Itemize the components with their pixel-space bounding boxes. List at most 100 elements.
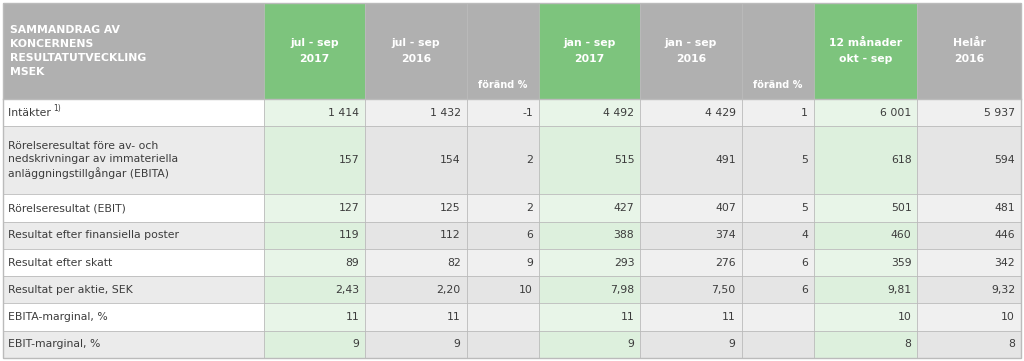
Bar	[741, 331, 814, 358]
Text: 342: 342	[994, 258, 1015, 268]
Text: 125: 125	[440, 203, 461, 213]
Text: 9: 9	[729, 339, 735, 349]
Bar	[918, 195, 1021, 222]
Text: 10: 10	[1001, 312, 1015, 322]
Bar	[814, 195, 918, 222]
Bar	[264, 3, 366, 99]
Bar	[918, 331, 1021, 358]
Text: 8: 8	[1008, 339, 1015, 349]
Bar	[366, 99, 467, 126]
Text: Rörelseresultat (EBIT): Rörelseresultat (EBIT)	[8, 203, 126, 213]
Bar	[640, 304, 741, 331]
Text: 10: 10	[519, 285, 532, 295]
Bar	[539, 195, 640, 222]
Bar	[467, 126, 539, 195]
Text: 7,98: 7,98	[610, 285, 634, 295]
Text: 6: 6	[526, 230, 532, 240]
Text: 82: 82	[446, 258, 461, 268]
Bar	[741, 195, 814, 222]
Bar	[918, 3, 1021, 99]
Bar	[264, 276, 366, 304]
Text: 1): 1)	[53, 104, 60, 113]
Text: 2: 2	[526, 203, 532, 213]
Text: 618: 618	[891, 155, 911, 165]
Bar	[539, 276, 640, 304]
Bar	[814, 304, 918, 331]
Bar	[918, 126, 1021, 195]
Text: 446: 446	[994, 230, 1015, 240]
Text: 11: 11	[722, 312, 735, 322]
Text: 359: 359	[891, 258, 911, 268]
Bar	[467, 331, 539, 358]
Text: 427: 427	[613, 203, 634, 213]
Text: EBITA-marginal, %: EBITA-marginal, %	[8, 312, 108, 322]
Text: 112: 112	[440, 230, 461, 240]
Bar	[3, 99, 264, 126]
Bar	[264, 304, 366, 331]
Text: 127: 127	[339, 203, 359, 213]
Bar	[814, 99, 918, 126]
Bar	[539, 222, 640, 249]
Bar	[539, 331, 640, 358]
Bar	[467, 3, 539, 99]
Text: 374: 374	[715, 230, 735, 240]
Text: 9: 9	[454, 339, 461, 349]
Bar	[467, 249, 539, 276]
Bar	[467, 99, 539, 126]
Bar	[741, 99, 814, 126]
Bar	[640, 3, 741, 99]
Bar	[264, 195, 366, 222]
Bar	[264, 222, 366, 249]
Text: 2017: 2017	[574, 54, 605, 64]
Bar	[539, 249, 640, 276]
Bar	[366, 249, 467, 276]
Bar	[366, 276, 467, 304]
Bar	[3, 276, 264, 304]
Text: okt - sep: okt - sep	[839, 54, 892, 64]
Bar	[3, 126, 264, 195]
Bar	[3, 3, 264, 99]
Text: 119: 119	[339, 230, 359, 240]
Bar	[814, 126, 918, 195]
Bar	[741, 126, 814, 195]
Text: 5: 5	[801, 155, 808, 165]
Bar	[3, 195, 264, 222]
Bar	[640, 222, 741, 249]
Bar	[467, 276, 539, 304]
Text: 2016: 2016	[954, 54, 984, 64]
Bar	[264, 99, 366, 126]
Text: 491: 491	[715, 155, 735, 165]
Bar	[640, 126, 741, 195]
Text: Resultat per aktie, SEK: Resultat per aktie, SEK	[8, 285, 133, 295]
Text: 157: 157	[339, 155, 359, 165]
Text: 12 månader: 12 månader	[829, 38, 902, 48]
Text: 8: 8	[904, 339, 911, 349]
Text: 4: 4	[801, 230, 808, 240]
Bar	[467, 222, 539, 249]
Bar	[264, 331, 366, 358]
Text: 293: 293	[613, 258, 634, 268]
Text: föränd %: föränd %	[478, 80, 527, 90]
Text: 5: 5	[801, 203, 808, 213]
Text: 501: 501	[891, 203, 911, 213]
Bar	[918, 276, 1021, 304]
Text: 11: 11	[621, 312, 634, 322]
Text: Intäkter: Intäkter	[8, 108, 54, 118]
Bar	[264, 249, 366, 276]
Text: 2: 2	[526, 155, 532, 165]
Bar	[366, 304, 467, 331]
Text: 11: 11	[345, 312, 359, 322]
Bar	[741, 304, 814, 331]
Bar	[640, 249, 741, 276]
Text: EBIT-marginal, %: EBIT-marginal, %	[8, 339, 100, 349]
Text: 460: 460	[891, 230, 911, 240]
Text: 7,50: 7,50	[712, 285, 735, 295]
Text: jul - sep: jul - sep	[392, 38, 440, 48]
Bar	[814, 276, 918, 304]
Text: 515: 515	[613, 155, 634, 165]
Bar	[814, 222, 918, 249]
Bar	[366, 3, 467, 99]
Bar	[640, 331, 741, 358]
Text: 481: 481	[994, 203, 1015, 213]
Text: 10: 10	[898, 312, 911, 322]
